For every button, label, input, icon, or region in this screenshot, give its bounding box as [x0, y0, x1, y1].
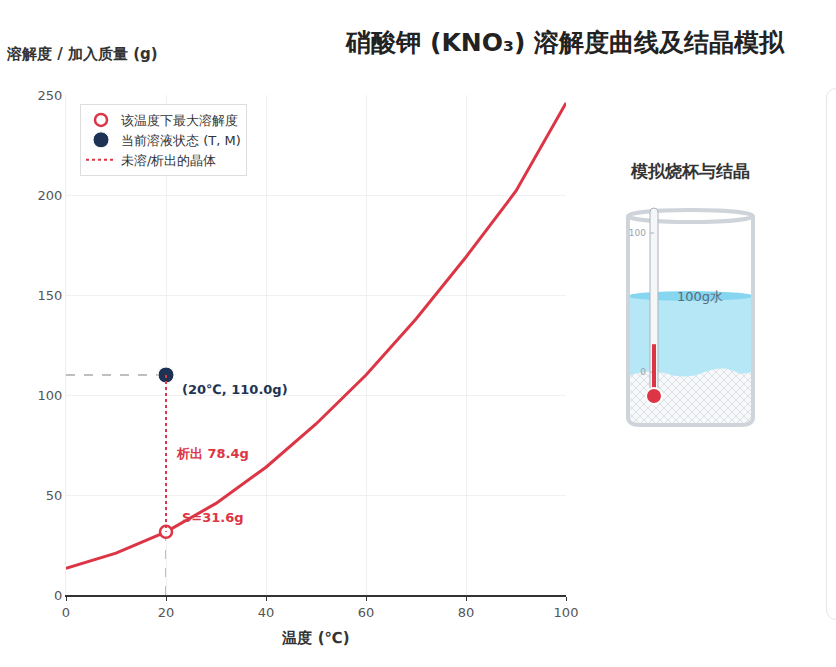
- svg-text:未溶/析出的晶体: 未溶/析出的晶体: [121, 153, 216, 168]
- svg-text:60: 60: [358, 605, 375, 620]
- svg-text:当前溶液状态 (T, M): 当前溶液状态 (T, M): [121, 133, 241, 148]
- svg-text:S=31.6g: S=31.6g: [182, 510, 244, 525]
- svg-text:0: 0: [62, 605, 70, 620]
- svg-text:150: 150: [38, 288, 63, 303]
- svg-text:(20℃, 110.0g): (20℃, 110.0g): [182, 382, 288, 397]
- svg-text:硝酸钾 (KNO₃) 溶解度曲线及结晶模拟: 硝酸钾 (KNO₃) 溶解度曲线及结晶模拟: [345, 28, 785, 57]
- svg-text:80: 80: [458, 605, 475, 620]
- svg-text:该温度下最大溶解度: 该温度下最大溶解度: [121, 113, 238, 128]
- svg-text:模拟烧杯与结晶: 模拟烧杯与结晶: [630, 161, 750, 181]
- svg-text:50: 50: [46, 488, 63, 503]
- svg-text:200: 200: [38, 188, 63, 203]
- svg-text:100g水: 100g水: [677, 289, 723, 304]
- svg-text:0: 0: [640, 367, 646, 377]
- svg-text:析出 78.4g: 析出 78.4g: [176, 446, 249, 461]
- svg-text:溶解度 / 加入质量 (g): 溶解度 / 加入质量 (g): [6, 45, 158, 63]
- svg-text:250: 250: [38, 88, 63, 103]
- svg-text:0: 0: [54, 588, 62, 603]
- svg-text:20: 20: [158, 605, 175, 620]
- svg-text:40: 40: [258, 605, 275, 620]
- svg-text:温度 (℃): 温度 (℃): [281, 629, 349, 647]
- svg-text:100: 100: [554, 605, 579, 620]
- svg-text:100: 100: [38, 388, 63, 403]
- svg-text:100: 100: [629, 228, 646, 238]
